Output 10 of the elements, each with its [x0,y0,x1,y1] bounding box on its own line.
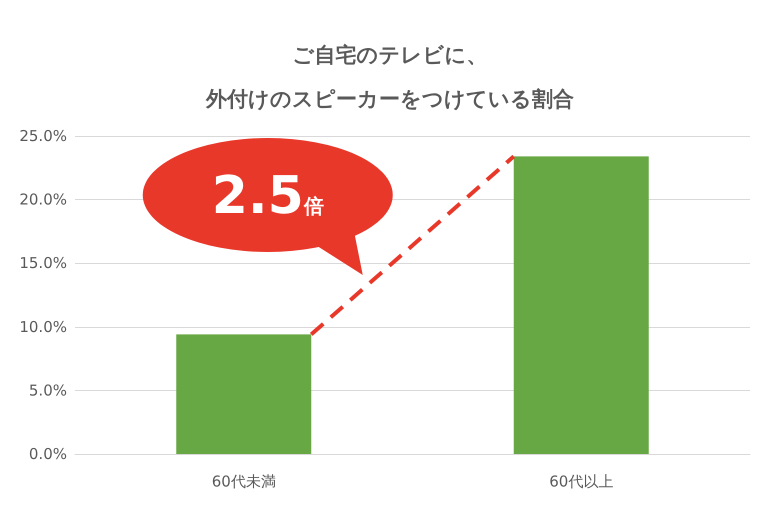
y-tick-label: 5.0% [28,381,67,400]
x-tick-label: 60代以上 [549,472,614,490]
x-tick-label: 60代未満 [212,472,276,490]
y-tick-label: 15.0% [19,254,67,272]
y-tick-label: 0.0% [28,445,67,463]
y-tick-label: 10.0% [19,318,67,336]
y-tick-label: 25.0% [19,127,67,145]
chart-title: ご自宅のテレビに、外付けのスピーカーをつけている割合 [205,43,574,111]
y-tick-label: 20.0% [19,190,67,209]
annotation: 2.5倍 [212,166,324,226]
